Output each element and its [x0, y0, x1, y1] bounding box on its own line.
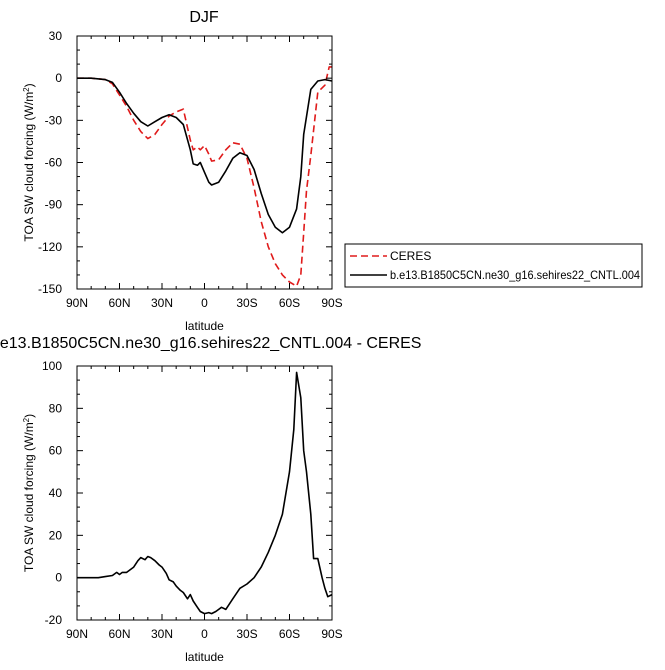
- x-tick-label: 90N: [66, 296, 88, 310]
- legend-label-model: b.e13.B1850C5CN.ne30_g16.sehires22_CNTL.…: [390, 268, 640, 282]
- x-tick-label: 90N: [66, 627, 88, 641]
- y-axis-label: TOA SW cloud forcing (W/m2): [22, 83, 37, 241]
- x-axis-label: latitude: [185, 650, 224, 664]
- x-tick-label: 30S: [236, 296, 257, 310]
- chart-title: b.e13.B1850C5CN.ne30_g16.sehires22_CNTL.…: [0, 335, 421, 352]
- y-tick-label: -20: [45, 613, 63, 627]
- x-tick-label: 30S: [236, 627, 257, 641]
- legend: CERES b.e13.B1850C5CN.ne30_g16.sehires22…: [344, 243, 643, 288]
- y-tick-label: 0: [55, 571, 62, 585]
- plot-frame: [76, 35, 333, 290]
- y-tick-label: -30: [45, 113, 63, 127]
- y-axis-label: TOA SW cloud forcing (W/m2): [22, 414, 37, 572]
- x-tick-label: 60N: [108, 296, 130, 310]
- y-tick-label: 80: [49, 401, 63, 415]
- y-tick-label: 40: [49, 486, 63, 500]
- y-tick-label: 30: [49, 29, 63, 43]
- series-line-0: [77, 371, 333, 615]
- y-tick-label: -120: [38, 240, 62, 254]
- y-tick-label: 20: [49, 528, 63, 542]
- x-tick-label: 30N: [151, 627, 173, 641]
- x-tick-label: 60S: [279, 296, 300, 310]
- y-tick-label: 0: [55, 71, 62, 85]
- legend-box: [344, 243, 643, 288]
- y-tick-label: -150: [38, 282, 62, 296]
- chart-difference: b.e13.B1850C5CN.ne30_g16.sehires22_CNTL.…: [0, 335, 421, 664]
- x-axis-label: latitude: [185, 319, 224, 333]
- x-tick-label: 0: [201, 296, 208, 310]
- x-tick-label: 90S: [321, 296, 342, 310]
- x-tick-label: 60S: [279, 627, 300, 641]
- legend-label-ceres: CERES: [390, 249, 431, 263]
- y-tick-label: 60: [49, 444, 63, 458]
- series-line-1: [77, 77, 333, 234]
- chart-title: DJF: [189, 9, 219, 26]
- y-tick-label: 100: [42, 359, 62, 373]
- y-tick-label: -60: [45, 156, 63, 170]
- x-tick-label: 0: [201, 627, 208, 641]
- x-tick-label: 90S: [321, 627, 342, 641]
- series-line-0: [77, 66, 332, 288]
- y-tick-label: -90: [45, 198, 63, 212]
- x-tick-label: 30N: [151, 296, 173, 310]
- chart-djf: DJF 90N 60N 30N 0 30S 60S 90S 30 0 -30 -60 -90 -120 -…: [22, 9, 643, 333]
- x-tick-label: 60N: [108, 627, 130, 641]
- plot-frame: [76, 365, 333, 621]
